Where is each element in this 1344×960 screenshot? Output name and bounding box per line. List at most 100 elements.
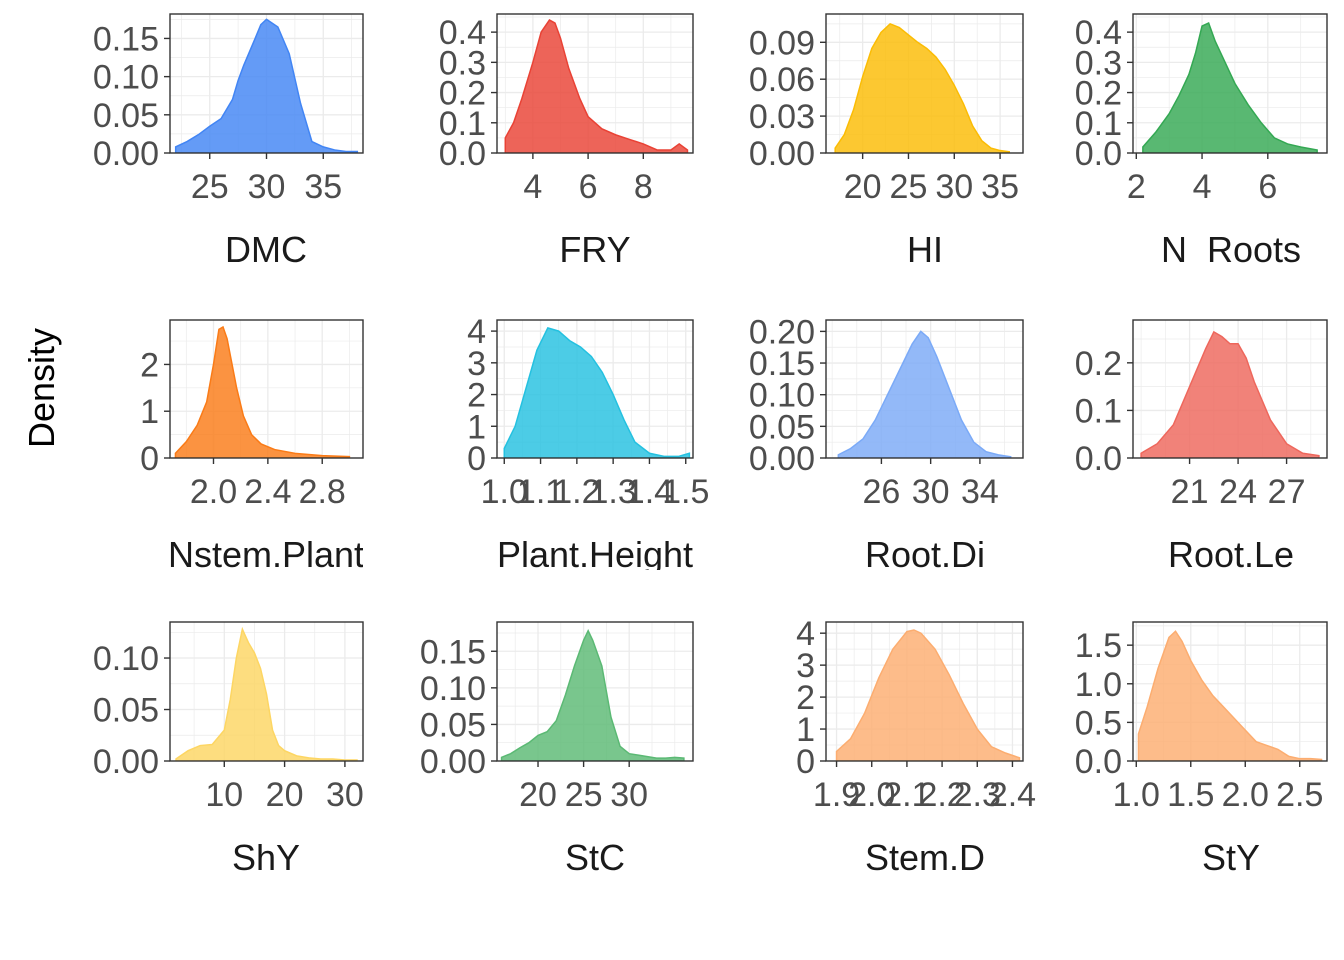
panel-border [825, 319, 1024, 459]
x-tick-label: 24 [1219, 473, 1257, 511]
x-axis-title-sty: StY [1202, 837, 1260, 878]
x-axis-title-plant-height: Plant.Height [497, 534, 693, 575]
x-tick-label: 26 [862, 473, 900, 511]
density-area-n-roots [1142, 22, 1318, 153]
y-tick-label: 1.0 [1075, 666, 1122, 704]
y-tick-label: 0.1 [1075, 392, 1122, 430]
x-tick-label: 35 [304, 168, 342, 206]
x-tick-label: 1.2 [553, 473, 600, 511]
y-tick-label: 0.15 [93, 20, 159, 58]
x-tick-label: 1.0 [481, 473, 528, 511]
x-axis-title-root-di: Root.Di [865, 534, 985, 575]
y-tick-label: 4 [467, 313, 486, 351]
y-tick-label: 0.03 [749, 98, 815, 136]
panel-border [825, 13, 1024, 154]
x-axis-title-dmc: DMC [225, 229, 307, 270]
y-tick-label: 0.06 [749, 61, 815, 99]
density-area-stem-d [835, 629, 1021, 761]
x-axis-title-n-roots: N_Roots [1161, 229, 1301, 270]
y-tick-label: 0.15 [420, 633, 486, 671]
x-tick-label: 20 [519, 776, 557, 814]
y-tick-label: 1.5 [1075, 627, 1122, 665]
y-tick-label: 0.20 [749, 313, 815, 351]
x-axis-title-stem-d: Stem.D [865, 837, 985, 878]
panel-root-di: 0.000.050.100.150.20 26 30 34 Root.Di [749, 313, 1024, 575]
x-tick-label: 2.0 [1222, 776, 1269, 814]
x-tick-label: 20 [844, 168, 882, 206]
panel-border [1132, 621, 1328, 762]
x-axis-title-hi: HI [907, 229, 943, 270]
y-tick-label: 0.4 [1075, 14, 1122, 52]
panel-border [496, 319, 694, 459]
x-axis-title-stc: StC [565, 837, 625, 878]
y-tick-label: 0.0 [1075, 135, 1122, 173]
y-tick-label: 0.0 [439, 135, 486, 173]
x-tick-label: 25 [191, 168, 229, 206]
x-axis-title-root-le: Root.Le [1168, 534, 1294, 575]
x-tick-label: 30 [912, 473, 950, 511]
x-tick-label: 1.3 [590, 473, 637, 511]
x-tick-label: 4 [1193, 168, 1212, 206]
y-tick-label: 0.0 [1075, 743, 1122, 781]
y-tick-label: 0.00 [420, 743, 486, 781]
density-area-stc [500, 629, 685, 761]
x-tick-label: 21 [1171, 473, 1209, 511]
y-tick-label: 0 [140, 440, 159, 478]
y-tick-label: 0.4 [439, 14, 486, 52]
x-axis-title-fry: FRY [559, 229, 630, 270]
panel-border [496, 621, 694, 762]
y-tick-label: 0.10 [749, 377, 815, 415]
panel-dmc: 0.000.050.100.15 25 30 35 DMC [93, 13, 364, 270]
y-tick-label: 0.1 [439, 105, 486, 143]
x-tick-label: 2.4 [989, 776, 1036, 814]
y-tick-label: 0.05 [420, 706, 486, 744]
panel-border [169, 621, 364, 762]
y-tick-label: 0.3 [1075, 44, 1122, 82]
x-tick-label: 2 [1127, 168, 1146, 206]
x-tick-label: 2.2 [918, 776, 965, 814]
x-tick-label: 25 [565, 776, 603, 814]
y-tick-label: 1 [467, 408, 486, 446]
x-tick-label: 1.0 [1113, 776, 1160, 814]
y-tick-label: 2 [467, 377, 486, 415]
y-tick-label: 2 [796, 679, 815, 717]
y-tick-label: 0.05 [749, 408, 815, 446]
x-tick-label: 27 [1268, 473, 1306, 511]
density-area-sty [1137, 630, 1323, 761]
x-tick-label: 30 [326, 776, 364, 814]
y-tick-label: 4 [796, 615, 815, 653]
panel-border [825, 621, 1024, 762]
panel-border [496, 13, 694, 154]
y-tick-label: 0.10 [93, 640, 159, 678]
panel-hi: 0.000.030.060.09 20 25 30 35 HI [749, 13, 1024, 270]
density-area-fry [504, 19, 689, 153]
panel-root-le: 0.0 0.1 0.2 21 24 27 Root.Le [1075, 319, 1328, 575]
panel-n-roots: 0.00.10.20.30.4 2 4 6 N_Roots [1075, 13, 1328, 270]
x-tick-label: 8 [634, 168, 653, 206]
x-tick-label: 2.0 [190, 473, 237, 511]
x-tick-label: 4 [523, 168, 542, 206]
y-tick-label: 3 [467, 345, 486, 383]
density-area-shy [175, 626, 358, 761]
x-tick-label: 2.1 [883, 776, 930, 814]
x-tick-label: 20 [266, 776, 304, 814]
x-tick-label: 25 [890, 168, 928, 206]
panel-stc: 0.000.050.100.15 20 25 30 StC [420, 621, 694, 878]
density-area-plant-height [503, 327, 691, 458]
y-tick-label: 3 [796, 647, 815, 685]
density-area-dmc [174, 18, 359, 153]
panel-border [1132, 13, 1328, 154]
y-tick-label: 0 [467, 440, 486, 478]
x-tick-label: 1.9 [813, 776, 860, 814]
x-tick-label: 30 [248, 168, 286, 206]
x-axis-title-nstem-plant: Nstem.Plant [168, 534, 364, 575]
x-tick-label: 1.5 [662, 473, 709, 511]
x-tick-label: 30 [610, 776, 648, 814]
density-area-hi [834, 22, 1011, 153]
x-tick-label: 2.3 [954, 776, 1001, 814]
x-tick-label: 34 [961, 473, 999, 511]
y-tick-label: 0.00 [749, 440, 815, 478]
y-tick-label: 0.2 [439, 75, 486, 113]
